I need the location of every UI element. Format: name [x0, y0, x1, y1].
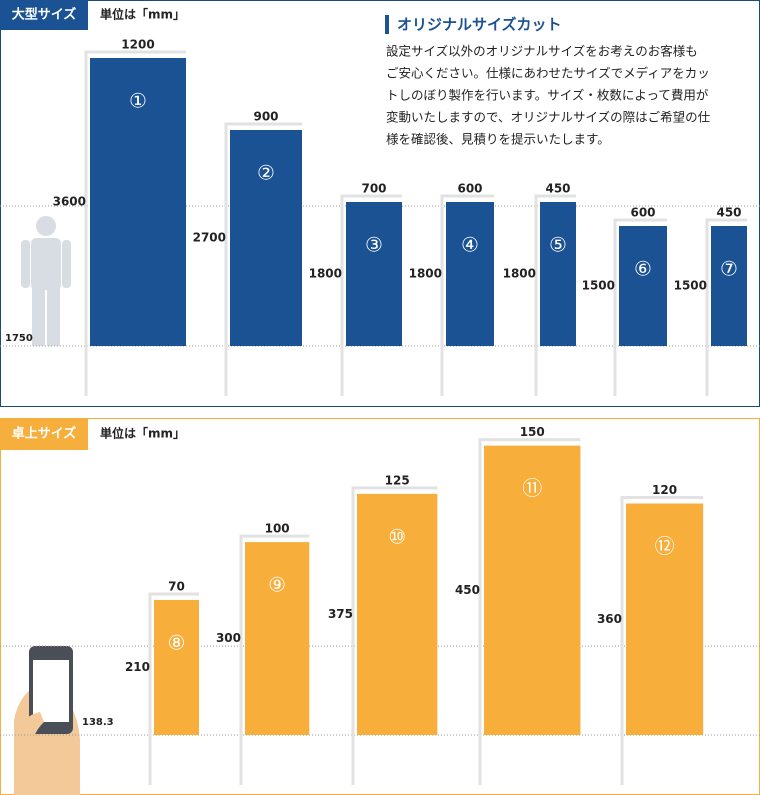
item-number: ⑨	[268, 573, 286, 597]
large-label: 大型サイズ	[12, 7, 77, 23]
bar	[484, 445, 581, 735]
bar	[154, 599, 200, 735]
desktop-unit: 単位は「mm」	[100, 426, 185, 441]
pole-frame	[84, 50, 186, 396]
height-label: 1500	[674, 279, 707, 293]
pole-frame	[224, 122, 302, 396]
custom-text: トしのぼり製作を行います。サイズ・枚数によって費用が	[386, 88, 709, 103]
pole-frame	[239, 534, 310, 785]
width-label: 900	[253, 110, 278, 124]
height-label: 2700	[193, 231, 226, 245]
pole-frame	[620, 496, 704, 785]
custom-text: ご安心ください。仕様にあわせたサイズでメディアをカッ	[386, 66, 710, 81]
pole-frame	[705, 218, 747, 396]
large-tab	[0, 0, 88, 30]
pole-frame	[148, 592, 200, 785]
item-number: ④	[461, 233, 479, 257]
height-label: 1500	[582, 279, 615, 293]
bar	[540, 202, 576, 346]
reference-label: 138.3	[82, 717, 114, 728]
item-number: ⑫	[655, 534, 675, 558]
bar	[90, 58, 186, 346]
bar	[619, 226, 667, 346]
height-label: 450	[455, 583, 480, 597]
item-number: ⑥	[634, 257, 652, 281]
height-label: 1800	[503, 267, 536, 281]
item-number: ⑧	[168, 630, 186, 654]
height-label: 1800	[409, 267, 442, 281]
width-label: 600	[630, 206, 655, 220]
phone	[14, 646, 80, 795]
width-label: 600	[457, 182, 482, 196]
pole-frame	[440, 194, 494, 396]
custom-text: 様を確認後、見積りを提示いたします。	[386, 132, 610, 147]
bar	[245, 542, 310, 735]
human-figure	[21, 216, 71, 346]
item-number: ⑪	[522, 476, 542, 500]
height-label: 210	[125, 660, 150, 674]
bar	[346, 202, 402, 346]
pole-frame	[534, 194, 576, 396]
pole-frame	[351, 486, 438, 785]
pole-frame	[478, 438, 581, 785]
item-number: ⑩	[388, 524, 406, 548]
bar	[230, 130, 302, 346]
bar	[446, 202, 494, 346]
width-label: 1200	[121, 38, 154, 52]
reference-label: 1750	[5, 333, 33, 344]
item-number: ⑦	[720, 257, 738, 281]
custom-mark	[385, 15, 389, 34]
custom-text: 設定サイズ以外のオリジナルサイズをお考えのお客様も	[386, 44, 698, 59]
width-label: 70	[168, 579, 185, 593]
item-number: ②	[257, 161, 275, 185]
item-number: ⑤	[549, 233, 567, 257]
height-label: 300	[216, 631, 241, 645]
height-label: 3600	[53, 195, 86, 209]
custom-title: オリジナルサイズカット	[397, 16, 562, 34]
height-label: 375	[328, 607, 353, 621]
width-label: 125	[385, 473, 410, 487]
bar	[626, 503, 704, 735]
pole-frame	[613, 218, 667, 396]
pole-frame	[340, 194, 402, 396]
bar	[711, 226, 747, 346]
width-label: 450	[545, 182, 570, 196]
width-label: 150	[520, 425, 545, 439]
large-unit: 単位は「mm」	[100, 7, 185, 22]
width-label: 120	[652, 483, 677, 497]
item-number: ③	[365, 233, 383, 257]
bar	[357, 493, 438, 735]
desktop-label: 卓上サイズ	[12, 426, 77, 442]
desktop-tab	[0, 418, 88, 450]
item-number: ①	[129, 89, 147, 113]
width-label: 700	[361, 182, 386, 196]
height-label: 360	[597, 612, 622, 626]
custom-text: 変動いたしますので、オリジナルサイズの際はご希望の仕	[386, 110, 711, 125]
height-label: 1800	[309, 267, 342, 281]
width-label: 100	[265, 522, 290, 536]
width-label: 450	[716, 206, 741, 220]
